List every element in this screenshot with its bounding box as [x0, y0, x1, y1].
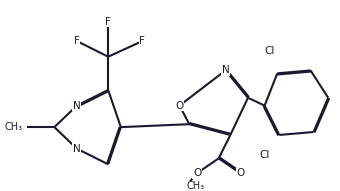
Text: N: N: [73, 101, 81, 111]
Text: O: O: [193, 168, 201, 178]
Text: F: F: [105, 16, 111, 27]
Text: Cl: Cl: [264, 46, 275, 56]
Text: O: O: [175, 101, 184, 111]
Text: CH₃: CH₃: [186, 181, 204, 191]
Text: F: F: [74, 36, 80, 46]
Text: F: F: [139, 36, 145, 46]
Text: Cl: Cl: [259, 150, 270, 159]
Text: N: N: [73, 144, 81, 154]
Text: O: O: [236, 168, 244, 178]
Text: N: N: [222, 65, 230, 75]
Text: CH₃: CH₃: [5, 122, 23, 132]
